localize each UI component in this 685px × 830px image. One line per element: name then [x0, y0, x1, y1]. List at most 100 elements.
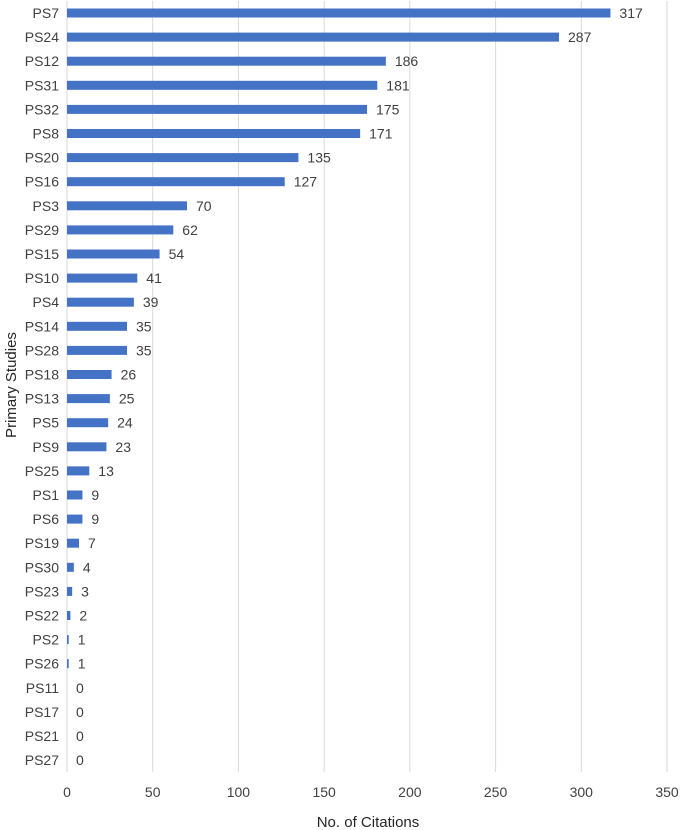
category-label: PS9	[33, 439, 60, 455]
value-label: 0	[76, 752, 84, 768]
bar-ps14	[67, 321, 127, 331]
bar-ps16	[67, 177, 285, 187]
category-label: PS30	[25, 559, 59, 575]
category-label: PS31	[25, 77, 59, 93]
bar-ps19	[67, 538, 79, 548]
value-label: 0	[76, 728, 84, 744]
category-label: PS6	[33, 511, 60, 527]
value-label: 9	[91, 487, 99, 503]
value-label: 35	[136, 318, 152, 334]
category-label: PS8	[33, 126, 60, 142]
category-labels: PS7 PS24 PS12 PS31 PS32 PS8 PS20 PS16 PS3 PS29 PS1…	[25, 5, 59, 768]
category-label: PS26	[25, 656, 59, 672]
value-label: 317	[619, 5, 643, 21]
x-tick-label: 200	[398, 784, 422, 800]
value-label: 41	[146, 270, 162, 286]
category-label: PS14	[25, 318, 59, 334]
category-label: PS12	[25, 53, 59, 69]
value-label: 25	[119, 391, 135, 407]
value-label: 0	[76, 704, 84, 720]
category-label: PS5	[33, 415, 60, 431]
bar-ps28	[67, 345, 127, 355]
value-label: 7	[88, 535, 96, 551]
value-label: 1	[78, 632, 86, 648]
category-label: PS21	[25, 728, 59, 744]
value-label: 13	[98, 463, 114, 479]
bar-ps12	[67, 56, 386, 66]
x-tick-labels: 0 50 100 150 200 250 300 350	[63, 784, 679, 800]
category-label: PS32	[25, 101, 59, 117]
bar-ps23	[67, 586, 73, 596]
category-label: PS1	[33, 487, 60, 503]
value-label: 39	[143, 294, 159, 310]
category-label: PS7	[33, 5, 60, 21]
bar-ps22	[67, 611, 71, 620]
y-axis-title: Primary Studies	[3, 332, 20, 438]
bar-ps3	[67, 201, 187, 211]
category-label: PS19	[25, 535, 59, 551]
bar-ps20	[67, 153, 299, 163]
category-label: PS28	[25, 342, 59, 358]
category-label: PS17	[25, 704, 59, 720]
value-label: 0	[76, 680, 84, 696]
bar-ps15	[67, 249, 160, 259]
category-label: PS22	[25, 608, 59, 624]
x-tick-label: 300	[570, 784, 594, 800]
bar-ps26	[67, 659, 69, 669]
category-label: PS3	[33, 198, 60, 214]
x-tick-label: 0	[63, 784, 71, 800]
value-label: 3	[81, 583, 89, 599]
bar-ps25	[67, 466, 90, 476]
bar-ps9	[67, 442, 107, 452]
value-label: 175	[376, 101, 400, 117]
x-tick-label: 350	[655, 784, 679, 800]
value-labels: 3172871861811751711351277062544139353526…	[76, 5, 643, 768]
x-tick-label: 250	[484, 784, 508, 800]
bar-ps2	[67, 635, 69, 645]
value-label: 1	[78, 656, 86, 672]
category-label: PS11	[26, 680, 59, 696]
category-label: PS24	[25, 29, 59, 45]
value-label: 70	[196, 198, 212, 214]
category-label: PS23	[25, 583, 59, 599]
category-label: PS4	[33, 294, 60, 310]
x-tick-label: 100	[227, 784, 251, 800]
value-label: 24	[117, 415, 133, 431]
category-label: PS29	[25, 222, 59, 238]
bar-ps8	[67, 129, 361, 138]
bar-ps31	[67, 80, 378, 90]
value-label: 186	[395, 53, 419, 69]
value-label: 9	[91, 511, 99, 527]
bar-ps5	[67, 418, 109, 428]
category-label: PS16	[25, 174, 59, 190]
value-label: 54	[169, 246, 185, 262]
value-label: 181	[386, 77, 410, 93]
bar-ps7	[67, 8, 611, 18]
value-label: 4	[83, 559, 91, 575]
value-label: 127	[294, 174, 318, 190]
category-label: PS15	[25, 246, 59, 262]
bar-ps1	[67, 490, 83, 500]
x-tick-label: 50	[145, 784, 161, 800]
category-label: PS27	[25, 752, 59, 768]
category-label: PS2	[33, 632, 60, 648]
value-label: 62	[182, 222, 198, 238]
value-label: 26	[121, 367, 137, 383]
category-label: PS20	[25, 150, 59, 166]
bar-ps13	[67, 394, 110, 404]
bar-ps30	[67, 562, 74, 572]
bar-ps6	[67, 514, 83, 524]
category-label: PS18	[25, 367, 59, 383]
category-label: PS25	[25, 463, 59, 479]
gridlines	[66, 1, 668, 772]
category-label: PS10	[25, 270, 59, 286]
category-label: PS13	[25, 391, 59, 407]
x-tick-label: 150	[312, 784, 336, 800]
x-axis-title: No. of Citations	[317, 814, 420, 830]
bar-ps10	[67, 273, 138, 283]
bar-ps18	[67, 370, 112, 379]
value-label: 171	[369, 126, 393, 142]
bar-ps24	[67, 32, 559, 42]
bar-ps32	[67, 104, 367, 114]
